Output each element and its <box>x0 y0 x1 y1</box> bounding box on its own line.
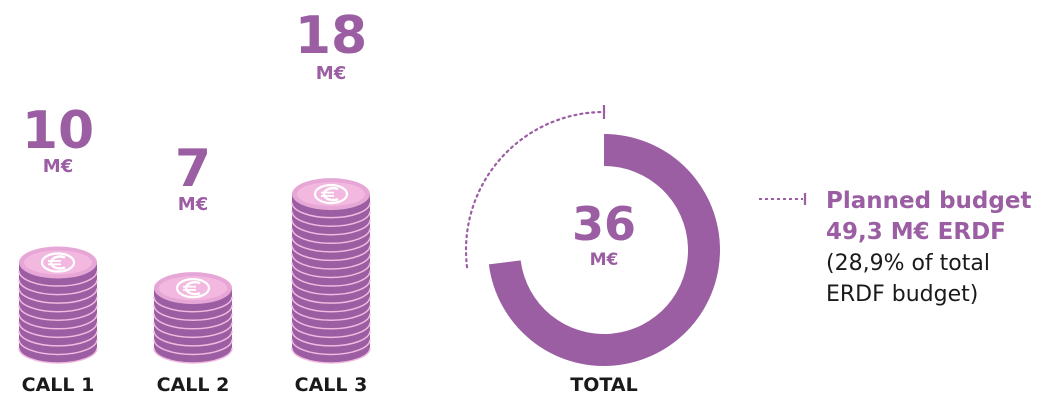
coin-edge <box>291 313 371 330</box>
call1-value: 10 <box>22 101 94 161</box>
euro-icon <box>40 252 76 273</box>
coin-edge <box>153 330 233 347</box>
coin-edge <box>153 296 233 313</box>
coin-stack-body <box>19 262 97 363</box>
coin-edge <box>291 219 371 236</box>
coin-edge <box>291 288 371 304</box>
coin-edge <box>153 347 233 364</box>
coin-edge <box>291 322 371 339</box>
coin-stack-1 <box>18 246 98 364</box>
coin-edge <box>18 347 98 364</box>
note-amount: 49,3 M€ ERDF <box>826 219 1006 245</box>
coin-edge <box>18 313 98 330</box>
coin-edge <box>291 279 371 296</box>
euro-icon <box>313 184 349 205</box>
coin-edge <box>291 296 371 313</box>
total-unit: M€ <box>590 250 619 270</box>
coin-edge <box>18 305 98 321</box>
coin-top-inner <box>24 250 92 275</box>
coin-edge <box>291 245 371 262</box>
call1-unit: M€ <box>43 156 73 177</box>
total-label: TOTAL <box>570 374 637 396</box>
coin-edge <box>18 279 98 296</box>
coin-edge <box>291 202 371 219</box>
coin-stack-body <box>292 194 370 363</box>
coin-top-inner <box>159 276 227 301</box>
coin-stack-2 <box>153 272 233 364</box>
coin-edge <box>153 313 233 330</box>
call3-unit: M€ <box>316 63 346 84</box>
donut-planned-dotted <box>464 110 606 269</box>
coin-edge <box>291 347 371 364</box>
coin-stack-3 <box>291 178 371 364</box>
total-value: 36 <box>572 197 636 251</box>
euro-icon <box>175 278 211 299</box>
coin-edge <box>18 296 98 313</box>
coin-edge <box>153 322 233 339</box>
coin-edge <box>18 288 98 304</box>
call1-label: CALL 1 <box>22 374 95 396</box>
planned-budget-note: Planned budget 49,3 M€ ERDF (28,9% of to… <box>826 186 1046 310</box>
call2-value: 7 <box>175 139 211 199</box>
call3-label: CALL 3 <box>295 374 368 396</box>
call2-label: CALL 2 <box>157 374 230 396</box>
coin-edge <box>18 330 98 347</box>
coin-stacks <box>18 178 371 364</box>
call2-unit: M€ <box>178 194 208 215</box>
coin-edge <box>153 339 233 356</box>
coin-edge <box>291 270 371 287</box>
call3-value: 18 <box>295 6 367 66</box>
coin-top-inner <box>297 182 365 207</box>
note-share-2: ERDF budget) <box>826 282 979 307</box>
coin-edge <box>291 211 371 227</box>
coin-edge <box>291 253 371 270</box>
note-share-1: (28,9% of total <box>826 251 990 276</box>
coin-edge <box>291 339 371 356</box>
coin-edge <box>18 322 98 339</box>
note-title: Planned budget <box>826 188 1032 214</box>
coin-edge <box>291 228 371 245</box>
coin-edge <box>153 305 233 321</box>
coin-edge <box>18 270 98 287</box>
coin-edge <box>291 236 371 253</box>
coin-edge <box>18 339 98 356</box>
coin-edge <box>291 262 371 279</box>
coin-edge <box>291 330 371 347</box>
coin-edge <box>291 305 371 321</box>
